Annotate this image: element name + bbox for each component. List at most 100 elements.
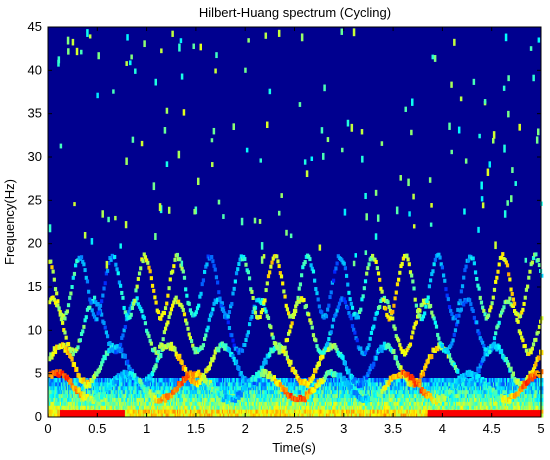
spectrum-cell (244, 338, 248, 343)
spectrum-cell (410, 335, 414, 340)
spectrum-cell (288, 329, 292, 334)
spectrum-cell (180, 304, 184, 309)
spectrum-cell (52, 297, 56, 302)
spectrum-cell (405, 348, 409, 353)
spectrum-cell (418, 308, 422, 313)
spectrum-cell (466, 382, 471, 388)
spectrum-cell (334, 345, 338, 351)
spectrum-cell (191, 343, 195, 348)
spectrum-cell (307, 380, 311, 386)
spectrum-cell (517, 329, 521, 334)
spectrum-cell (263, 307, 267, 312)
spectrum-cell (137, 304, 142, 309)
spectrum-cell (421, 371, 426, 377)
spectrum-cell (436, 332, 440, 337)
spectrum-cell (207, 317, 211, 322)
spectrum-cell (440, 343, 445, 348)
spectrum-cell (82, 324, 86, 329)
spectrum-cell (188, 336, 193, 341)
spectrum-cell (48, 356, 52, 362)
spectrum-cell (392, 348, 396, 354)
spectrum-cell (537, 355, 542, 361)
spectrum-cell (379, 344, 383, 350)
spectrum-cell (270, 332, 274, 337)
spectrum-cell (398, 343, 402, 348)
spectrum-cell (245, 333, 249, 338)
spectrum-cell (394, 355, 398, 361)
spectrum-cell (311, 373, 316, 379)
spectrum-cell (349, 316, 353, 321)
spectrum-cell (167, 342, 171, 348)
spectrum-cell (540, 389, 544, 395)
spectrum-cell (172, 300, 176, 305)
spectrum-cell (478, 363, 482, 369)
spectrum-cell (187, 332, 191, 337)
spectrum-cell (540, 413, 544, 418)
spectrum-cell (311, 333, 316, 338)
spectrum-cell (122, 328, 126, 333)
spectrum-cell (108, 341, 112, 346)
spectrum-cell (540, 385, 544, 391)
spectrum-cell (386, 300, 390, 305)
spectrum-cell (426, 358, 430, 364)
spectrum-cell (501, 308, 505, 313)
spectrum-cell (201, 343, 206, 348)
spectrum-cell (202, 337, 207, 342)
spectrum-cell (212, 301, 216, 306)
spectrum-cell (48, 300, 52, 305)
spectrum-cell (147, 334, 151, 339)
spectrum-cell (477, 331, 481, 336)
spectrum-cell (368, 336, 372, 341)
spectrum-cell (259, 301, 263, 306)
spectrum-cell (211, 357, 215, 363)
spectrum-cell (143, 380, 148, 386)
spectrum-cell (194, 346, 198, 351)
spectrum-cell (52, 346, 56, 352)
spectrum-cell (470, 380, 474, 386)
spectrum-cell (394, 334, 398, 339)
spectrum-cell (68, 346, 72, 351)
spectrum-cell (482, 343, 486, 348)
spectrum-cell (166, 320, 170, 325)
spectrum-cell (168, 311, 172, 316)
spectrum-cell (404, 351, 408, 356)
spectrum-cell (62, 328, 66, 333)
spectrum-cell (456, 368, 460, 374)
spectrum-cell (169, 307, 174, 312)
spectrum-cell (540, 381, 544, 387)
spectrum-cell (540, 393, 544, 398)
spectrum-cell (445, 347, 449, 352)
spectrum-cell (246, 379, 250, 385)
spectrum-cell (70, 347, 74, 352)
spectrum-cell (178, 353, 182, 359)
spectrum-cell (334, 312, 338, 317)
spectrum-cell (84, 315, 88, 320)
spectrum-cell (50, 354, 54, 360)
spectrum-cell (451, 338, 455, 343)
spectrum-cell (220, 301, 224, 306)
spectrum-cell (523, 343, 527, 348)
spectrum-cell (61, 320, 65, 325)
spectrum-cell (355, 338, 359, 343)
spectrum-cell (276, 346, 280, 351)
spectrum-cell (285, 355, 290, 361)
spectrum-cell (169, 341, 174, 347)
spectrum-cell (382, 341, 387, 347)
spectrum-cell (128, 306, 132, 311)
spectrum-cell (149, 341, 153, 346)
spectrum-cell (350, 374, 355, 380)
spectrum-cell (173, 297, 177, 302)
spectrum-cell (387, 343, 391, 349)
spectrum-cell (355, 380, 359, 386)
spectrum-cell (205, 328, 209, 333)
spectrum-cell (327, 346, 331, 352)
spectrum-cell (420, 302, 424, 307)
spectrum-cell (217, 347, 221, 353)
spectrum-cell (479, 360, 484, 366)
spectrum-cell (142, 315, 146, 320)
spectrum-cell (76, 345, 80, 350)
spectrum-cell (236, 348, 240, 353)
spectrum-cell (365, 374, 369, 380)
spectrum-cell (62, 342, 66, 348)
spectrum-cell (412, 325, 416, 330)
